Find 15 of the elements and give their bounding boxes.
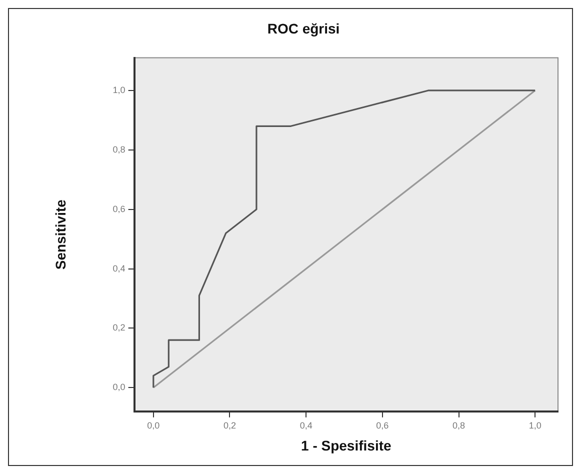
y-tick-label: 0,2: [112, 322, 126, 333]
x-tick-label: 0,0: [147, 420, 160, 430]
y-tick-label: 0,0: [112, 382, 126, 392]
x-tick-label: 1,0: [528, 420, 542, 430]
y-tick-label: 0,6: [112, 204, 126, 214]
x-tick-label: 0,6: [376, 420, 389, 430]
y-tick-label: 1,0: [112, 84, 126, 95]
x-tick-label: 0,2: [223, 420, 236, 430]
x-tick-label: 0,4: [300, 420, 312, 430]
chart-title: ROC eğrisi: [267, 20, 340, 36]
x-tick-label: 0,8: [452, 420, 466, 430]
y-tick-label: 0,4: [112, 263, 126, 274]
y-axis-title: Sensitivite: [52, 199, 68, 270]
y-tick-label: 0,8: [112, 144, 126, 154]
x-axis-title: 1 - Spesifisite: [301, 437, 392, 454]
